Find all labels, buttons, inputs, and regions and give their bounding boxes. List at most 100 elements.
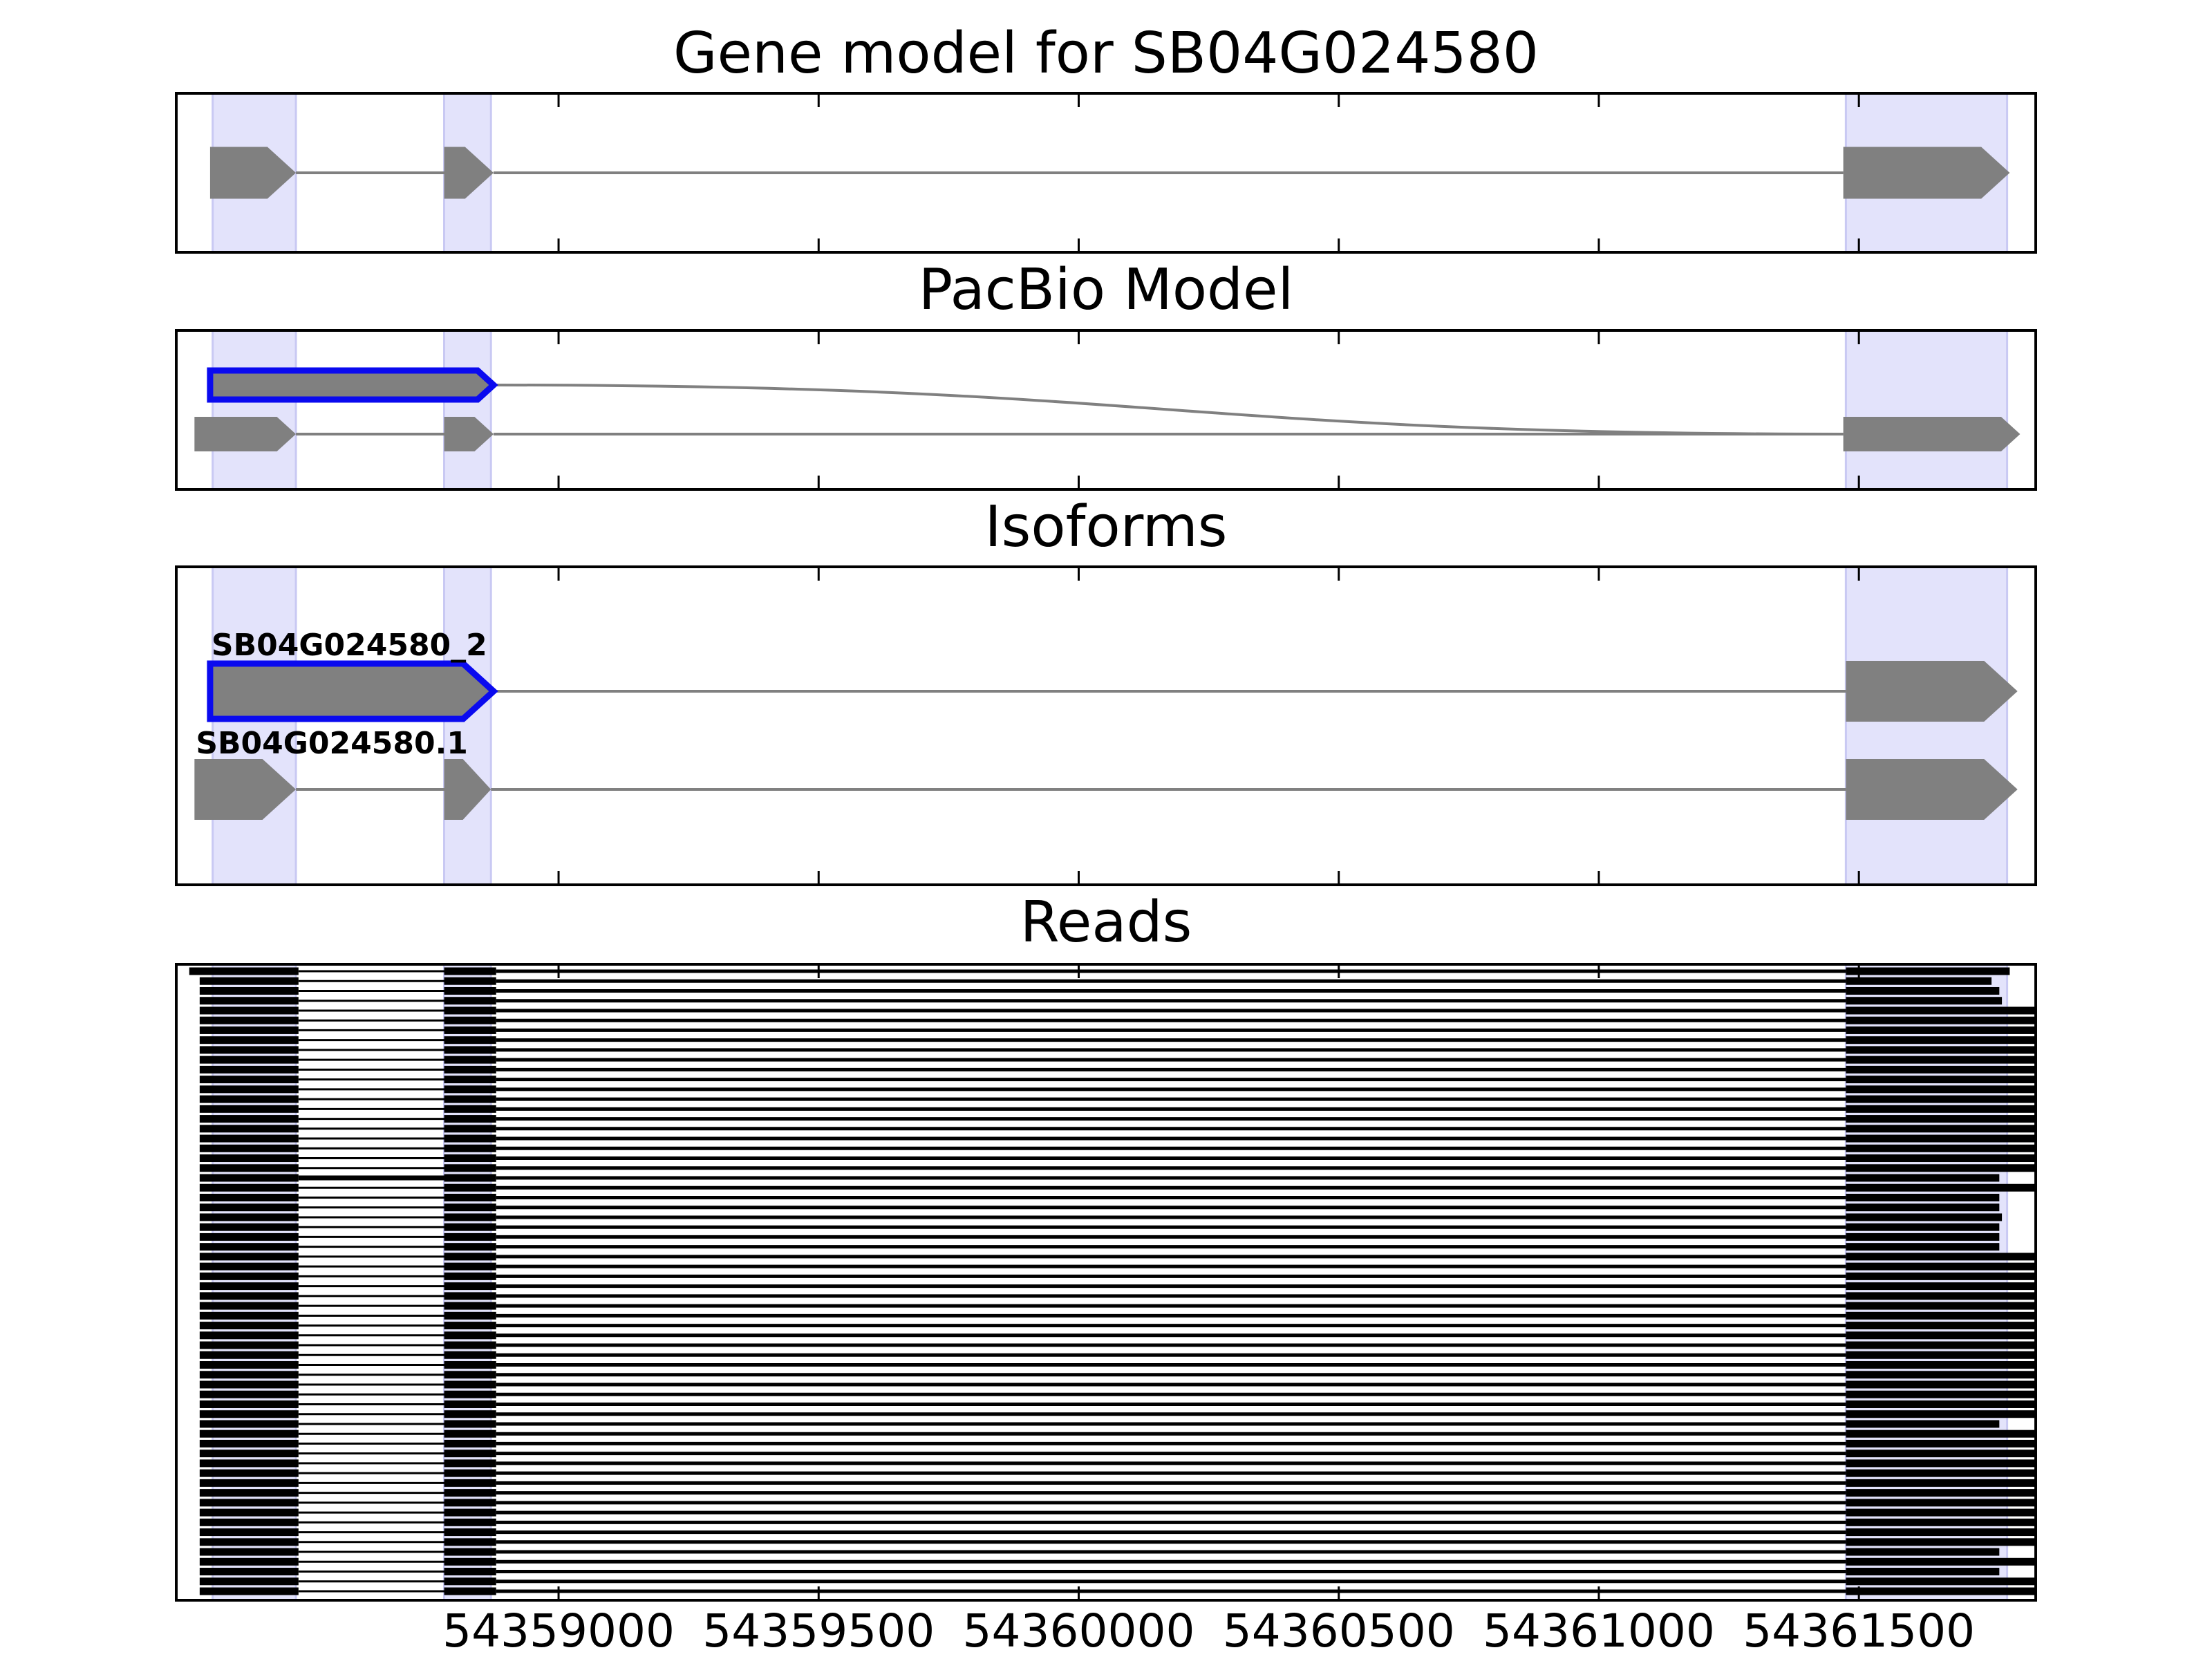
read-exon	[1846, 967, 2010, 975]
read-exon	[1846, 1518, 2036, 1526]
read-exon	[444, 1430, 496, 1438]
gene-model-title: Gene model for SB04G024580	[673, 21, 1539, 86]
exon-block	[194, 417, 297, 451]
read-exon	[444, 1105, 496, 1113]
read-row	[199, 1085, 2036, 1094]
read-row	[199, 1125, 2036, 1133]
read-row	[199, 1400, 2036, 1408]
isoforms-frame	[175, 565, 2037, 886]
exon-highlight	[212, 329, 297, 491]
read-row	[199, 1144, 2036, 1152]
pacbio-title: PacBio Model	[919, 257, 1294, 323]
read-exon	[1846, 1341, 2036, 1349]
read-exon	[444, 1046, 496, 1054]
read-exon	[199, 1450, 299, 1458]
read-exon	[444, 1036, 496, 1044]
read-row	[199, 1026, 2036, 1034]
isoform-label: SB04G024580.1	[196, 726, 468, 761]
read-exon	[199, 1302, 299, 1310]
read-exon	[1846, 1489, 2036, 1497]
read-exon	[444, 1193, 496, 1201]
read-exon	[444, 967, 496, 975]
pacbio-highlighted-exon	[207, 367, 498, 403]
read-row	[199, 1311, 2036, 1320]
reads-title: Reads	[1020, 890, 1192, 955]
read-exon	[444, 1568, 496, 1576]
exon-block	[444, 417, 494, 451]
read-exon	[444, 1489, 496, 1497]
read-exon	[199, 1331, 299, 1340]
read-exon	[199, 1489, 299, 1497]
read-exon	[444, 1341, 496, 1349]
read-row	[199, 1568, 2000, 1576]
read-exon	[199, 1065, 299, 1074]
read-exon	[1846, 1479, 2036, 1487]
pacbio-splice-curve	[493, 384, 1844, 435]
read-exon	[444, 1548, 496, 1556]
read-exon	[1846, 1154, 2036, 1163]
read-row	[199, 1499, 2036, 1507]
read-exon	[444, 1577, 496, 1586]
read-exon	[199, 1174, 299, 1182]
read-row	[199, 1046, 2036, 1054]
read-row	[199, 1272, 2036, 1280]
read-exon	[199, 1548, 299, 1556]
read-exon	[1846, 1371, 2036, 1379]
read-exon	[1846, 1085, 2036, 1094]
read-row	[199, 1056, 2036, 1064]
exon-highlight	[1844, 565, 2009, 886]
read-exon	[199, 1232, 299, 1241]
read-exon	[444, 1272, 496, 1280]
read-exon	[199, 1085, 299, 1094]
read-row	[199, 1006, 2036, 1015]
read-exon	[1846, 1322, 2036, 1330]
read-exon	[199, 1390, 299, 1398]
read-exon	[199, 1371, 299, 1379]
read-exon	[444, 1390, 496, 1398]
exon-block	[444, 147, 494, 199]
read-exon	[444, 1331, 496, 1340]
read-exon	[189, 967, 299, 975]
read-exon	[1846, 1420, 2000, 1428]
read-exon	[444, 1203, 496, 1212]
read-exon	[1846, 1292, 2036, 1300]
read-exon	[444, 1125, 496, 1133]
read-exon	[1846, 1528, 2036, 1537]
read-exon	[1846, 1076, 2036, 1084]
read-row	[199, 1174, 2000, 1182]
read-exon	[199, 1518, 299, 1526]
read-exon	[444, 1282, 496, 1291]
read-row	[199, 1213, 2003, 1221]
read-row	[199, 1036, 2036, 1044]
read-exon	[444, 1439, 496, 1447]
read-row	[199, 977, 1992, 985]
read-exon	[1846, 1056, 2036, 1064]
read-exon	[199, 1223, 299, 1231]
read-row	[199, 1322, 2036, 1330]
read-exon	[199, 1213, 299, 1221]
gene-model-frame	[175, 92, 2037, 254]
read-exon	[444, 1223, 496, 1231]
read-exon	[1846, 1125, 2036, 1133]
exon-block	[209, 147, 297, 199]
exon-block	[1846, 759, 2018, 820]
read-exon	[199, 1272, 299, 1280]
read-exon	[1846, 1105, 2036, 1113]
read-exon	[1846, 1026, 2036, 1034]
exon-block	[444, 759, 491, 820]
exon-highlight	[212, 565, 297, 886]
read-exon	[199, 1203, 299, 1212]
read-row	[199, 1489, 2036, 1497]
x-tick-label: 54361000	[1483, 1604, 1715, 1658]
read-exon	[444, 1538, 496, 1546]
read-exon	[1846, 1272, 2036, 1280]
read-exon	[444, 1144, 496, 1152]
read-row	[199, 1420, 2000, 1428]
read-exon	[444, 1587, 496, 1595]
read-exon	[199, 1292, 299, 1300]
read-row	[199, 1450, 2036, 1458]
read-row	[199, 1577, 2036, 1586]
read-exon	[444, 977, 496, 985]
read-exon	[444, 1518, 496, 1526]
reads-panel: Reads	[175, 890, 2037, 1602]
